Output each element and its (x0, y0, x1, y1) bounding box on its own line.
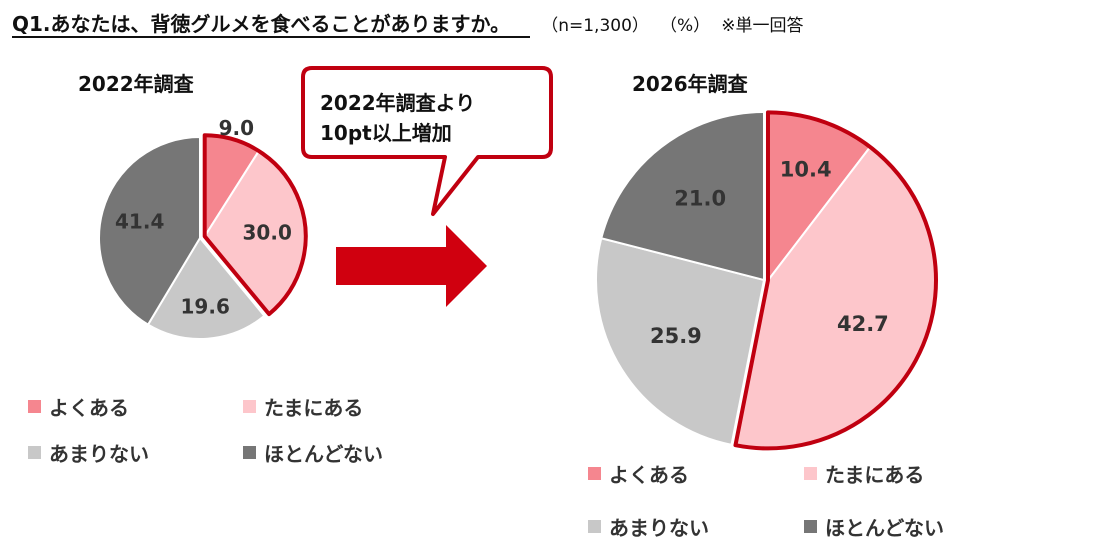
callout-bubble (301, 66, 553, 216)
question-header: Q1.あなたは、背徳グルメを食べることがありますか。 （n=1,300） （%）… (12, 8, 804, 38)
answer-type-note: ※単一回答 (721, 16, 804, 36)
legend-label: たまにある (825, 463, 925, 487)
swatch-tama-ni-aru (804, 467, 817, 480)
data-label-amari-nai: 25.9 (650, 324, 702, 348)
unit-label: （%） (660, 16, 711, 36)
swatch-tama-ni-aru (243, 400, 256, 413)
chart-title-2026: 2026年調査 (632, 72, 748, 96)
data-label-yoku-aru: 10.4 (780, 158, 832, 182)
data-label-tama-ni-aru: 30.0 (243, 221, 292, 245)
pie-slice-amari-nai (146, 236, 266, 340)
swatch-amari-nai (588, 520, 601, 533)
legend-item-hotondo-nai: ほとんどない (243, 438, 383, 467)
legend-label: たまにある (264, 396, 364, 420)
swatch-hotondo-nai (243, 446, 256, 459)
chart-title-2022: 2022年調査 (78, 72, 194, 96)
pie-slice-amari-nai (595, 237, 766, 446)
data-label-tama-ni-aru: 42.7 (837, 312, 889, 336)
legend-label: ほとんどない (264, 442, 383, 466)
right-arrow-icon (336, 225, 487, 307)
pie-slice-hotondo-nai (600, 110, 765, 282)
legend-item-amari-nai: あまりない (28, 438, 149, 467)
data-label-hotondo-nai: 41.4 (115, 210, 164, 234)
data-label-hotondo-nai: 21.0 (674, 186, 726, 210)
legend-label: ほとんどない (825, 516, 944, 540)
highlight-outline (202, 133, 308, 317)
legend-label: あまりない (609, 516, 709, 540)
callout-line-1: 2022年調査より (320, 91, 476, 115)
data-label-yoku-aru: 9.0 (219, 116, 254, 140)
legend-item-yoku-aru: よくある (28, 392, 129, 421)
legend-item-tama-ni-aru: たまにある (804, 459, 924, 488)
data-label-amari-nai: 19.6 (181, 295, 230, 319)
legend-item-yoku-aru: よくある (588, 459, 689, 488)
pie-slice-hotondo-nai (98, 135, 201, 326)
swatch-amari-nai (28, 446, 41, 459)
swatch-yoku-aru (28, 400, 41, 413)
highlight-outline (733, 110, 938, 451)
swatch-hotondo-nai (804, 520, 817, 533)
legend-label: よくある (609, 463, 689, 487)
legend-item-tama-ni-aru: たまにある (243, 392, 363, 421)
legend-label: よくある (49, 396, 129, 420)
swatch-yoku-aru (588, 467, 601, 480)
legend-item-amari-nai: あまりない (588, 512, 709, 541)
legend-item-hotondo-nai: ほとんどない (804, 512, 944, 541)
sample-size: （n=1,300） (541, 16, 649, 36)
legend-label: あまりない (49, 442, 149, 466)
question-title: Q1.あなたは、背徳グルメを食べることがありますか。 (12, 12, 531, 38)
callout-line-2: 10pt以上増加 (320, 121, 452, 145)
callout-text: 2022年調査より 10pt以上増加 (320, 88, 475, 148)
